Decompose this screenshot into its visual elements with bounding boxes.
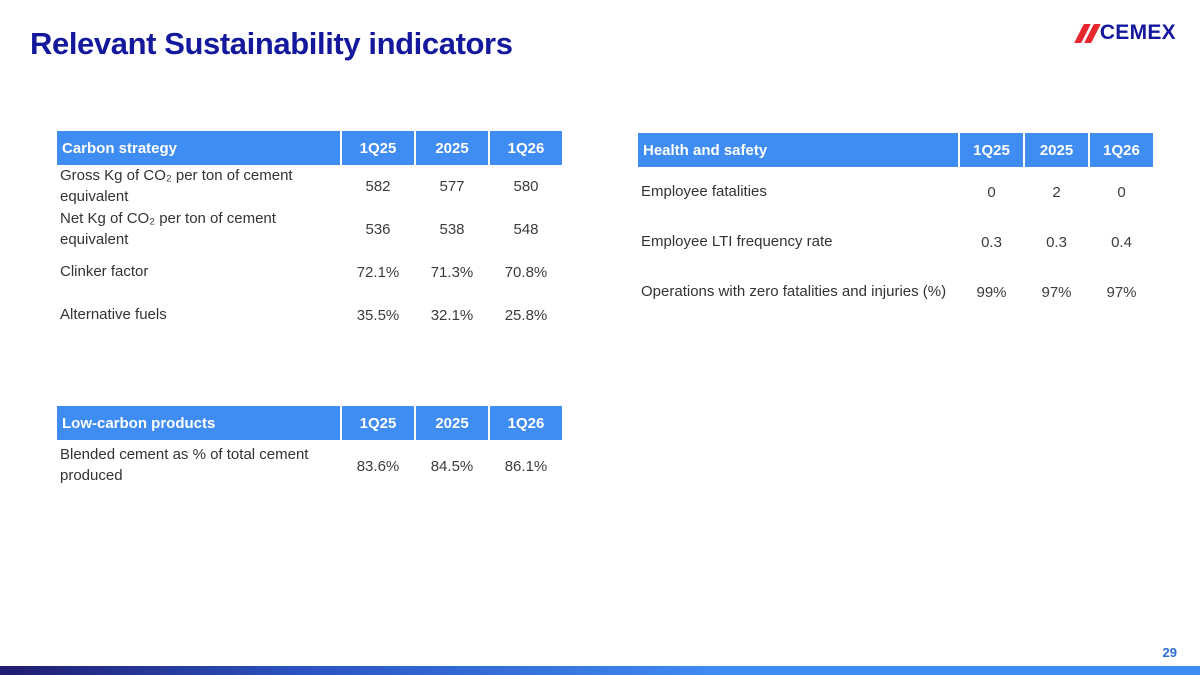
cell-value: 0.3 <box>1046 233 1067 251</box>
row-label: Employee LTI frequency rate <box>641 232 833 250</box>
cell-value: 97% <box>1106 283 1137 301</box>
column-header: 1Q26 <box>490 131 562 165</box>
table-header-row: Carbon strategy 1Q25 2025 1Q26 <box>57 131 563 165</box>
table-row: Alternative fuels 35.5% 32.1% 25.8% <box>57 294 563 337</box>
cell-value: 83.6% <box>356 457 400 475</box>
page-title: Relevant Sustainability indicators <box>30 26 513 61</box>
carbon-strategy-table: Carbon strategy 1Q25 2025 1Q26 Gross Kg … <box>57 131 563 337</box>
table-row: Blended cement as % of total cement prod… <box>57 440 563 492</box>
cell-value: 71.3% <box>430 264 474 281</box>
row-label: Clinker factor <box>60 263 149 281</box>
column-header: 2025 <box>416 131 488 165</box>
column-header: 1Q25 <box>960 133 1023 167</box>
table-header-row: Health and safety 1Q25 2025 1Q26 <box>638 133 1155 167</box>
row-label: Blended cement as % of total cement prod… <box>60 446 309 484</box>
cell-value: 25.8% <box>504 307 548 324</box>
cell-value: 548 <box>513 221 539 238</box>
table-row: Employee LTI frequency rate 0.3 0.3 0.4 <box>638 217 1155 267</box>
health-and-safety-table: Health and safety 1Q25 2025 1Q26 Employe… <box>638 133 1155 317</box>
cell-value: 2 <box>1052 183 1061 201</box>
cell-value: 538 <box>439 221 465 238</box>
cell-value: 97% <box>1041 283 1072 301</box>
table-title: Carbon strategy <box>57 131 340 165</box>
table-row: Operations with zero fatalities and inju… <box>638 267 1155 317</box>
column-header: 2025 <box>416 406 488 440</box>
column-header: 2025 <box>1025 133 1088 167</box>
row-label: Net Kg of CO₂ per ton of cement equivale… <box>60 209 276 248</box>
bottom-accent-bar <box>0 666 1200 675</box>
table-row: Clinker factor 72.1% 71.3% 70.8% <box>57 251 563 294</box>
cell-value: 577 <box>439 178 465 195</box>
column-header: 1Q25 <box>342 406 414 440</box>
cell-value: 70.8% <box>504 264 548 281</box>
cell-value: 0 <box>987 183 996 201</box>
column-header: 1Q25 <box>342 131 414 165</box>
cell-value: 0.3 <box>981 233 1002 251</box>
table-row: Gross Kg of CO₂ per ton of cement equiva… <box>57 165 563 208</box>
cell-value: 582 <box>365 178 391 195</box>
cell-value: 86.1% <box>504 457 548 475</box>
cell-value: 35.5% <box>356 307 400 324</box>
page-number: 29 <box>1162 645 1177 660</box>
cell-value: 72.1% <box>356 264 400 281</box>
logo-text: CEMEX <box>1099 21 1176 44</box>
cell-value: 32.1% <box>430 307 474 324</box>
row-label: Employee fatalities <box>641 182 767 200</box>
cell-value: 99% <box>976 283 1007 301</box>
cemex-logo: CEMEX <box>1073 21 1176 45</box>
cell-value: 84.5% <box>430 457 474 475</box>
row-label: Gross Kg of CO₂ per ton of cement equiva… <box>60 166 293 205</box>
column-header: 1Q26 <box>490 406 562 440</box>
row-label: Alternative fuels <box>60 306 167 324</box>
table-title: Low-carbon products <box>57 406 340 440</box>
table-row: Employee fatalities 0 2 0 <box>638 167 1155 217</box>
cell-value: 580 <box>513 178 539 195</box>
cell-value: 536 <box>365 221 391 238</box>
table-title: Health and safety <box>638 133 958 167</box>
table-row: Net Kg of CO₂ per ton of cement equivale… <box>57 208 563 251</box>
cell-value: 0 <box>1117 183 1126 201</box>
table-header-row: Low-carbon products 1Q25 2025 1Q26 <box>57 406 563 440</box>
cell-value: 0.4 <box>1111 233 1132 251</box>
column-header: 1Q26 <box>1090 133 1153 167</box>
row-label: Operations with zero fatalities and inju… <box>641 282 947 300</box>
low-carbon-products-table: Low-carbon products 1Q25 2025 1Q26 Blend… <box>57 406 563 492</box>
